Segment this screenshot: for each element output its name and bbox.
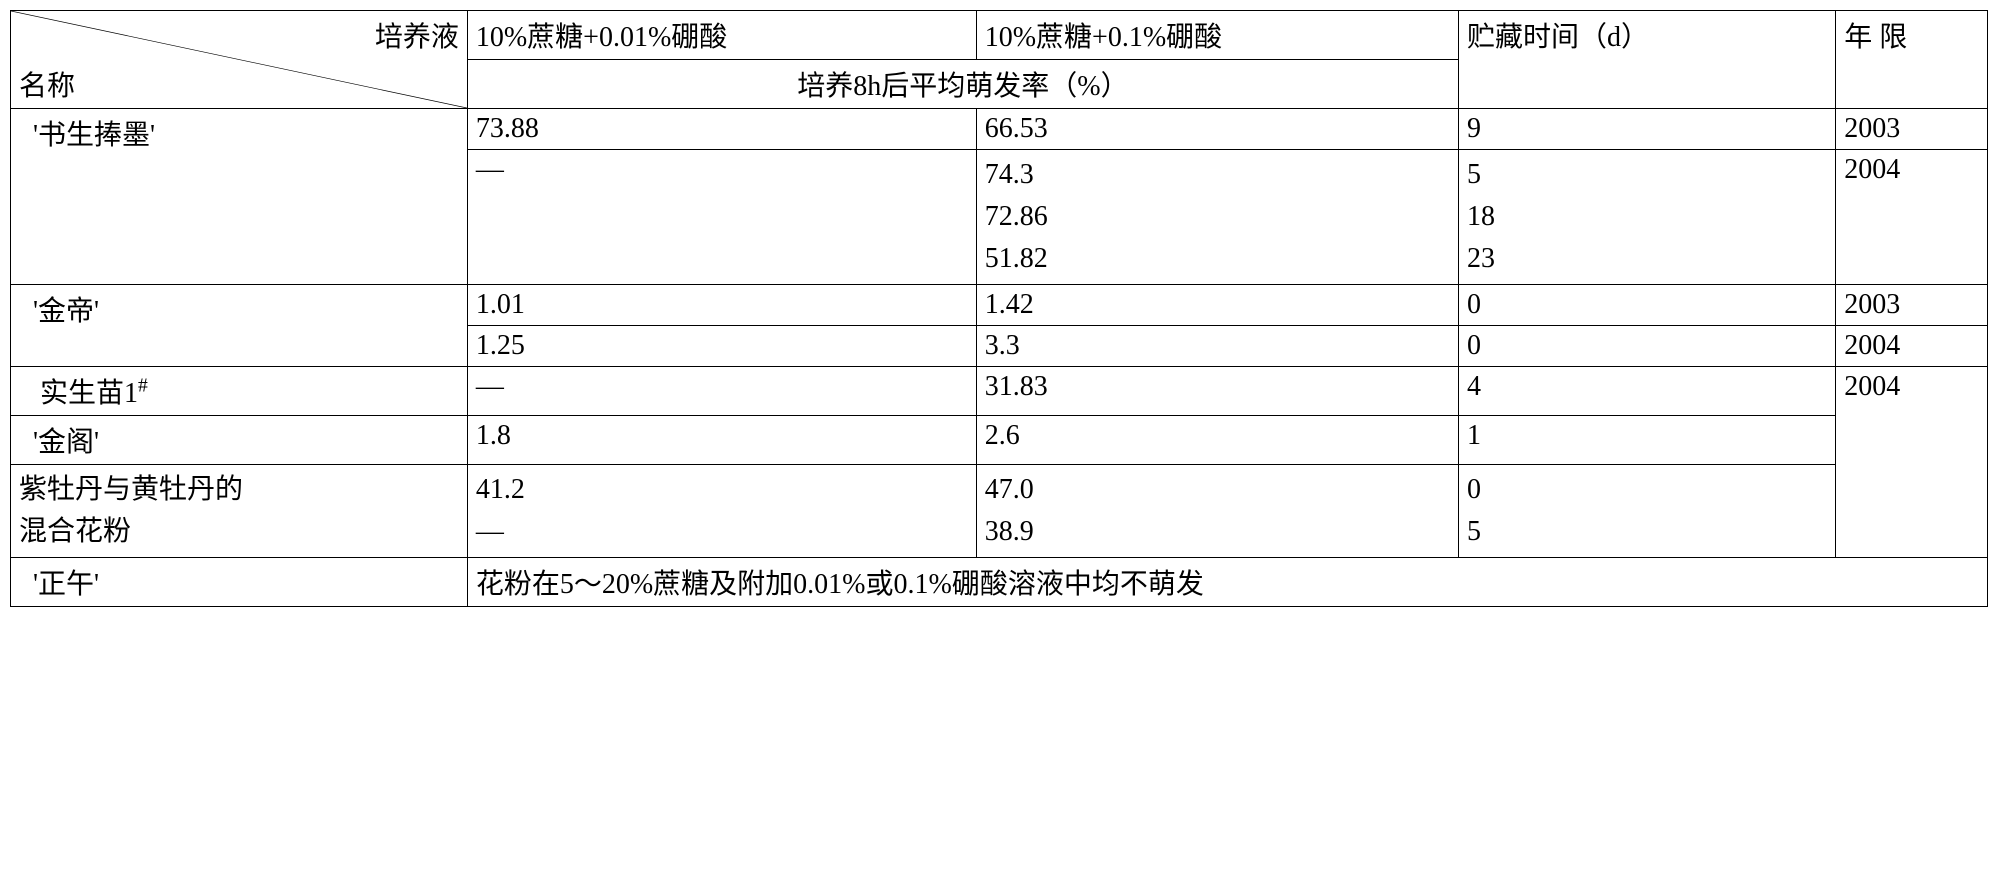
header-culture-medium: 培养液 xyxy=(375,15,459,55)
note-cell: 花粉在5～20%蔗糖及附加0.01%或0.1%硼酸溶液中均不萌发 xyxy=(467,558,1987,607)
data-cell: 3.3 xyxy=(976,326,1458,367)
table-row: '书生捧墨' 73.88 66.53 9 2003 xyxy=(11,109,1988,150)
data-cell: 5 18 23 xyxy=(1459,150,1836,285)
data-cell: — xyxy=(467,367,976,416)
data-cell: 1.42 xyxy=(976,285,1458,326)
data-cell: 9 xyxy=(1459,109,1836,150)
pollen-germination-table: 培养液 名称 10%蔗糖+0.01%硼酸 10%蔗糖+0.1%硼酸 贮藏时间（d… xyxy=(10,10,1988,607)
header-medium2: 10%蔗糖+0.1%硼酸 xyxy=(976,11,1458,60)
data-cell: 2004 xyxy=(1836,326,1988,367)
header-row-1: 培养液 名称 10%蔗糖+0.01%硼酸 10%蔗糖+0.1%硼酸 贮藏时间（d… xyxy=(11,11,1988,60)
data-cell: 2003 xyxy=(1836,109,1988,150)
header-medium1: 10%蔗糖+0.01%硼酸 xyxy=(467,11,976,60)
data-cell: 1 xyxy=(1459,416,1836,465)
header-storage: 贮藏时间（d） xyxy=(1459,11,1836,109)
cultivar-name: '书生捧墨' xyxy=(11,109,468,285)
data-cell: 2003 xyxy=(1836,285,1988,326)
data-cell: 1.01 xyxy=(467,285,976,326)
table-row: 紫牡丹与黄牡丹的 混合花粉 41.2 — 47.0 38.9 0 5 xyxy=(11,465,1988,558)
cultivar-name: '金阁' xyxy=(11,416,468,465)
cultivar-name: '金帝' xyxy=(11,285,468,367)
data-cell: 74.3 72.86 51.82 xyxy=(976,150,1458,285)
cultivar-name: 实生苗1# xyxy=(11,367,468,416)
header-year: 年 限 xyxy=(1836,11,1988,109)
table-row: 实生苗1# — 31.83 4 2004 xyxy=(11,367,1988,416)
header-name: 名称 xyxy=(19,64,75,104)
data-cell: 73.88 xyxy=(467,109,976,150)
data-cell: 31.83 xyxy=(976,367,1458,416)
sub-header-germination: 培养8h后平均萌发率（%） xyxy=(467,60,1458,109)
data-cell: 47.0 38.9 xyxy=(976,465,1458,558)
data-cell: 0 xyxy=(1459,285,1836,326)
data-cell: 66.53 xyxy=(976,109,1458,150)
data-cell: 0 xyxy=(1459,326,1836,367)
table-row: '金帝' 1.01 1.42 0 2003 xyxy=(11,285,1988,326)
diagonal-header-cell: 培养液 名称 xyxy=(11,11,468,109)
data-cell: 2004 xyxy=(1836,150,1988,285)
data-cell: 1.8 xyxy=(467,416,976,465)
data-cell: 2004 xyxy=(1836,367,1988,558)
cultivar-name: 紫牡丹与黄牡丹的 混合花粉 xyxy=(11,465,468,558)
data-cell: 4 xyxy=(1459,367,1836,416)
table-row: '金阁' 1.8 2.6 1 xyxy=(11,416,1988,465)
data-cell: 2.6 xyxy=(976,416,1458,465)
cultivar-name: '正午' xyxy=(11,558,468,607)
data-cell: 0 5 xyxy=(1459,465,1836,558)
table-row: '正午' 花粉在5～20%蔗糖及附加0.01%或0.1%硼酸溶液中均不萌发 xyxy=(11,558,1988,607)
data-cell: 41.2 — xyxy=(467,465,976,558)
data-cell: — xyxy=(467,150,976,285)
data-cell: 1.25 xyxy=(467,326,976,367)
